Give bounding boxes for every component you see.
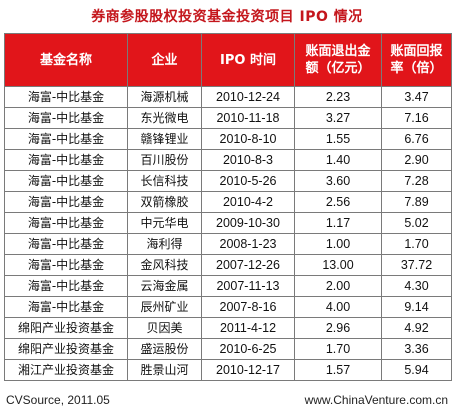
table-row: 海富-中比基金 中元华电 2009-10-30 1.17 5.02 [4, 212, 452, 234]
table-body: 海富-中比基金 海源机械 2010-12-24 2.23 3.47 海富-中比基金 东光微电… [4, 86, 452, 381]
cell-exit-amount: 1.17 [294, 212, 382, 234]
cell-fund-name: 海富-中比基金 [4, 296, 128, 318]
cell-company: 百川股份 [127, 149, 202, 171]
cell-company: 赣锋锂业 [127, 128, 202, 150]
table-row: 海富-中比基金 长信科技 2010-5-26 3.60 7.28 [4, 170, 452, 192]
header-company: 企业 [127, 33, 202, 87]
cell-ipo-date: 2010-8-3 [201, 149, 295, 171]
cell-company: 东光微电 [127, 107, 202, 129]
cell-return-rate: 1.70 [381, 233, 452, 255]
cell-return-rate: 7.16 [381, 107, 452, 129]
table-row: 绵阳产业投资基金 贝因美 2011-4-12 2.96 4.92 [4, 317, 452, 339]
table-row: 海富-中比基金 云海金属 2007-11-13 2.00 4.30 [4, 275, 452, 297]
cell-return-rate: 37.72 [381, 254, 452, 276]
cell-return-rate: 3.47 [381, 86, 452, 108]
cell-company: 长信科技 [127, 170, 202, 192]
cell-company: 辰州矿业 [127, 296, 202, 318]
cell-exit-amount: 1.00 [294, 233, 382, 255]
cell-fund-name: 绵阳产业投资基金 [4, 338, 128, 360]
cell-ipo-date: 2010-8-10 [201, 128, 295, 150]
cell-fund-name: 海富-中比基金 [4, 86, 128, 108]
cell-exit-amount: 1.57 [294, 359, 382, 381]
cell-company: 海利得 [127, 233, 202, 255]
cell-exit-amount: 2.23 [294, 86, 382, 108]
cell-company: 贝因美 [127, 317, 202, 339]
cell-ipo-date: 2010-12-24 [201, 86, 295, 108]
cell-return-rate: 9.14 [381, 296, 452, 318]
cell-exit-amount: 1.55 [294, 128, 382, 150]
cell-fund-name: 海富-中比基金 [4, 191, 128, 213]
cell-return-rate: 7.89 [381, 191, 452, 213]
table-row: 湘江产业投资基金 胜景山河 2010-12-17 1.57 5.94 [4, 359, 452, 381]
cell-ipo-date: 2010-5-26 [201, 170, 295, 192]
cell-company: 胜景山河 [127, 359, 202, 381]
cell-ipo-date: 2010-12-17 [201, 359, 295, 381]
table-row: 海富-中比基金 金风科技 2007-12-26 13.00 37.72 [4, 254, 452, 276]
source-note: CVSource, 2011.05 [6, 393, 110, 407]
header-return-rate: 账面回报率（倍） [381, 33, 452, 87]
cell-ipo-date: 2008-1-23 [201, 233, 295, 255]
table-row: 海富-中比基金 百川股份 2010-8-3 1.40 2.90 [4, 149, 452, 171]
cell-return-rate: 5.94 [381, 359, 452, 381]
cell-company: 中元华电 [127, 212, 202, 234]
cell-exit-amount: 4.00 [294, 296, 382, 318]
cell-return-rate: 4.30 [381, 275, 452, 297]
table-row: 海富-中比基金 海利得 2008-1-23 1.00 1.70 [4, 233, 452, 255]
page-title: 券商参股股权投资基金投资项目 IPO 情况 [91, 9, 363, 25]
cell-company: 海源机械 [127, 86, 202, 108]
table-row: 海富-中比基金 赣锋锂业 2010-8-10 1.55 6.76 [4, 128, 452, 150]
cell-exit-amount: 2.00 [294, 275, 382, 297]
header-fund-name: 基金名称 [4, 33, 128, 87]
table-row: 海富-中比基金 东光微电 2010-11-18 3.27 7.16 [4, 107, 452, 129]
cell-fund-name: 海富-中比基金 [4, 149, 128, 171]
table-header-row: 基金名称 企业 IPO 时间 账面退出金额（亿元） 账面回报率（倍） [4, 33, 452, 87]
cell-return-rate: 6.76 [381, 128, 452, 150]
cell-ipo-date: 2010-4-2 [201, 191, 295, 213]
cell-fund-name: 海富-中比基金 [4, 254, 128, 276]
cell-ipo-date: 2010-11-18 [201, 107, 295, 129]
cell-company: 双箭橡胶 [127, 191, 202, 213]
cell-ipo-date: 2010-6-25 [201, 338, 295, 360]
cell-exit-amount: 1.70 [294, 338, 382, 360]
cell-ipo-date: 2007-8-16 [201, 296, 295, 318]
cell-exit-amount: 13.00 [294, 254, 382, 276]
cell-return-rate: 4.92 [381, 317, 452, 339]
header-ipo-date: IPO 时间 [201, 33, 295, 87]
cell-company: 盛运股份 [127, 338, 202, 360]
cell-return-rate: 3.36 [381, 338, 452, 360]
table-row: 绵阳产业投资基金 盛运股份 2010-6-25 1.70 3.36 [4, 338, 452, 360]
cell-fund-name: 海富-中比基金 [4, 275, 128, 297]
cell-company: 金风科技 [127, 254, 202, 276]
cell-return-rate: 7.28 [381, 170, 452, 192]
table-row: 海富-中比基金 辰州矿业 2007-8-16 4.00 9.14 [4, 296, 452, 318]
table-row: 海富-中比基金 海源机械 2010-12-24 2.23 3.47 [4, 86, 452, 108]
table-row: 海富-中比基金 双箭橡胶 2010-4-2 2.56 7.89 [4, 191, 452, 213]
cell-return-rate: 5.02 [381, 212, 452, 234]
cell-exit-amount: 1.40 [294, 149, 382, 171]
cell-fund-name: 海富-中比基金 [4, 233, 128, 255]
cell-fund-name: 湘江产业投资基金 [4, 359, 128, 381]
cell-fund-name: 海富-中比基金 [4, 107, 128, 129]
website-note: www.ChinaVenture.com.cn [304, 393, 448, 407]
cell-exit-amount: 3.60 [294, 170, 382, 192]
cell-ipo-date: 2007-12-26 [201, 254, 295, 276]
cell-fund-name: 海富-中比基金 [4, 128, 128, 150]
cell-fund-name: 绵阳产业投资基金 [4, 317, 128, 339]
cell-exit-amount: 2.96 [294, 317, 382, 339]
header-return-rate-label: 账面回报率（倍） [390, 44, 443, 76]
cell-ipo-date: 2009-10-30 [201, 212, 295, 234]
cell-fund-name: 海富-中比基金 [4, 170, 128, 192]
cell-return-rate: 2.90 [381, 149, 452, 171]
cell-ipo-date: 2007-11-13 [201, 275, 295, 297]
cell-ipo-date: 2011-4-12 [201, 317, 295, 339]
ipo-table: 基金名称 企业 IPO 时间 账面退出金额（亿元） 账面回报率（倍） 海富-中比… [4, 33, 452, 381]
cell-fund-name: 海富-中比基金 [4, 212, 128, 234]
header-exit-amount-label: 账面退出金额（亿元） [305, 44, 371, 76]
cell-company: 云海金属 [127, 275, 202, 297]
header-exit-amount: 账面退出金额（亿元） [294, 33, 382, 87]
cell-exit-amount: 3.27 [294, 107, 382, 129]
cell-exit-amount: 2.56 [294, 191, 382, 213]
